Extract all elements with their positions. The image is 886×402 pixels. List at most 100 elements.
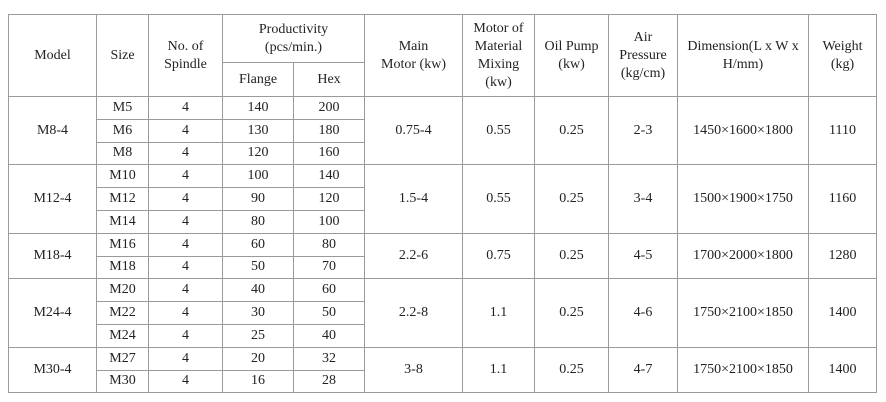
header-text: Oil Pump [544,38,599,54]
cell: M6 [96,118,149,143]
header-text: Dimension(L x W x [687,38,799,54]
header-cell: Productivity (pcs/min.) [221,14,366,63]
header-text: Spindle [164,56,207,72]
header-text: (pcs/min.) [264,39,323,55]
cell: 4 [148,301,223,325]
cell: 4 [148,187,223,211]
cell: 4 [148,369,223,394]
cell: M10 [96,164,149,189]
cell: 120 [292,187,366,211]
header-text: Material [474,38,523,54]
table-row: M12-4 M10 4 100 140 1.5-4 0.55 0.25 3-4 1500×1900… [8,164,878,234]
header-cell: Dimension(L x W x H/mm) [677,14,810,97]
table-row: M30-4 M27 4 20 32 3-8 1.1 0.25 4-7 1750×2100×1850… [8,346,878,394]
cell: 4 [148,164,223,189]
cell: 160 [292,141,366,166]
header-cell: No. of Spindle [148,14,223,97]
spec-table: Model Size No. of Spindle Productivity (pcs/m… [8,14,878,394]
header-text: No. of [167,38,204,54]
weight-cell: 1400 [808,346,878,394]
table-row: M14 4 80 100 [9,209,877,234]
cell: M22 [96,301,149,325]
cell: 4 [148,232,223,257]
cell: 16 [222,369,294,394]
cell: M12 [96,187,149,211]
cell: 180 [292,118,366,143]
table-row: M6 4 130 180 [9,118,877,143]
cell: 25 [222,323,294,348]
cell: 100 [292,209,366,234]
header-cell: Oil Pump (kw) [534,14,610,97]
dimension-cell: 1500×1900×1750 [677,164,810,234]
mixing-cell: 1.1 [462,346,536,394]
table-row: M30 4 16 28 [9,369,877,394]
cell: 4 [148,96,223,120]
dimension-cell: 1700×2000×1800 [677,232,810,280]
air-cell: 4-7 [608,346,679,394]
cell: 90 [222,187,294,211]
model-cell: M8-4 [8,95,97,166]
main-motor-cell: 2.2-6 [364,232,464,280]
cell: 4 [148,323,223,348]
oil-pump-cell: 0.25 [534,164,610,234]
header-cell: Motor of Material Mixing (kw) [462,14,536,97]
cell: 140 [292,164,366,189]
header-text: Motor of [473,20,524,36]
header-text: H/mm) [722,56,764,72]
oil-pump-cell: 0.25 [534,95,610,166]
header-text: Productivity [258,21,329,37]
header-cell: Main Motor (kw) [364,14,464,97]
weight-cell: 1110 [808,95,878,166]
model-cell: M12-4 [8,164,97,234]
header-text: Model [34,47,71,63]
cell: M27 [96,346,149,371]
header-text: Main [398,38,429,54]
main-motor-cell: 3-8 [364,346,464,394]
mixing-cell: 0.75 [462,232,536,280]
header-text: Mixing [477,56,520,72]
header-cell: Hex [292,62,366,97]
cell: 4 [148,255,223,280]
header-text: Pressure [619,47,667,63]
cell: 100 [222,164,294,189]
header-text: Size [110,47,135,63]
table-row: M24-4 M20 4 40 60 2.2-8 1.1 0.25 4-6 1750×2100×18… [8,278,878,348]
cell: M5 [96,96,149,120]
cell: 60 [222,232,294,257]
cell: M20 [96,278,149,303]
table-header: Model Size No. of Spindle Productivity (pcs/m… [8,14,878,97]
cell: 50 [292,301,366,325]
cell: 4 [148,278,223,303]
header-cell: Flange [222,62,294,97]
weight-cell: 1400 [808,278,878,348]
model-cell: M30-4 [8,346,97,394]
cell: 4 [148,118,223,143]
cell: M18 [96,255,149,280]
table-row: M8-4 M5 4 140 200 0.75-4 0.55 0.25 2-3 1450×1600×… [8,95,878,166]
header-cell: Size [96,14,149,97]
header-text: (kw) [558,56,585,72]
cell: 50 [222,255,294,280]
table-row: M8 4 120 160 [9,141,877,166]
header-text: Motor (kw) [381,56,446,72]
mixing-cell: 0.55 [462,164,536,234]
cell: 200 [292,96,366,120]
cell: 60 [292,278,366,303]
model-cell: M18-4 [8,232,97,280]
oil-pump-cell: 0.25 [534,232,610,280]
main-motor-cell: 2.2-8 [364,278,464,348]
dimension-cell: 1750×2100×1850 [677,278,810,348]
oil-pump-cell: 0.25 [534,278,610,348]
header-cell: Weight (kg) [808,14,878,97]
cell: 80 [292,232,366,257]
table-row: M24 4 25 40 [9,323,877,348]
cell: 32 [292,346,366,371]
dimension-cell: 1450×1600×1800 [677,95,810,166]
cell: M16 [96,232,149,257]
air-cell: 4-6 [608,278,679,348]
mixing-cell: 1.1 [462,278,536,348]
header-row: Model Size No. of Spindle Productivity (pcs/m… [8,14,878,97]
cell: 4 [148,209,223,234]
header-text: Air [633,29,653,45]
